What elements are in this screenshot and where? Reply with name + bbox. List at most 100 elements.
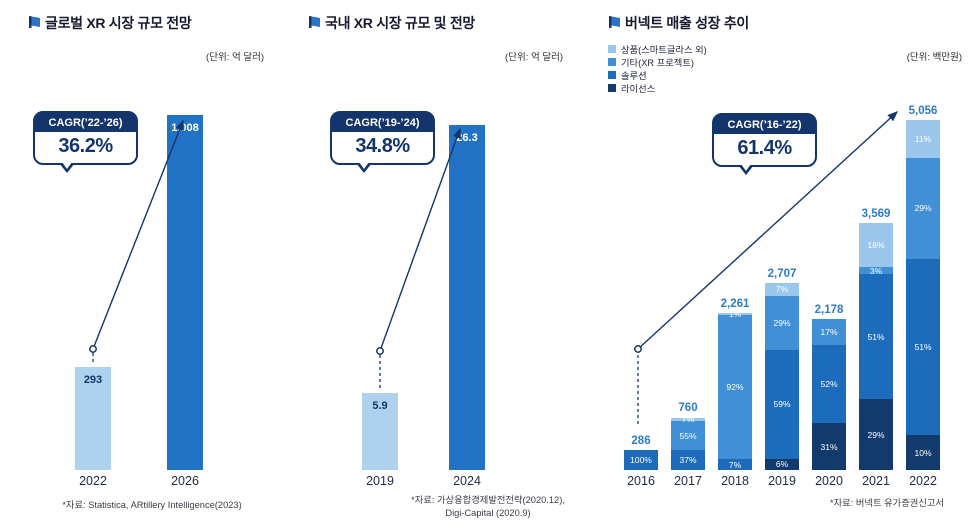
segment-product: 1%	[718, 309, 752, 319]
percent-label: 92%	[726, 381, 744, 392]
unit-label: (단위: 백만원)	[906, 52, 962, 63]
total-label: 2,707	[767, 268, 797, 280]
year-label: 2022	[79, 474, 107, 488]
percent-label: 17%	[820, 326, 838, 337]
year-label: 2021	[862, 474, 890, 488]
source-note: *자료: 버넥트 유가증권신고서	[829, 498, 944, 508]
percent-label: 51%	[867, 331, 885, 342]
segment-license: 31%	[812, 423, 846, 470]
x-axis-labels: 2016 2017 2018 2019 2020 2021 2022	[624, 474, 940, 488]
legend-item-product: 상품(스마트글라스 외)	[608, 42, 707, 55]
chart-title: 국내 XR 시장 규모 및 전망	[325, 15, 476, 31]
source-note: *자료: Statistica, ARtillery Intelligence(…	[62, 500, 242, 510]
year-label: 2024	[453, 474, 481, 488]
segment-product: 11%	[906, 119, 940, 159]
total-label: 760	[678, 402, 698, 414]
stacked-bar-plot: 286 100% 760 37% 55% 7% 2,261 7% 92% 1% 2,707 6% 59%…	[624, 100, 940, 470]
segment-solution: 52%	[812, 344, 846, 424]
x-axis-labels: 2019 2024	[362, 474, 485, 488]
year-label: 2026	[171, 474, 199, 488]
bar-plot: 5.9 26.3	[362, 113, 485, 470]
legend-swatch-solution	[608, 70, 616, 79]
percent-label: 7%	[775, 284, 789, 295]
unit-label: (단위: 억 달러)	[206, 52, 264, 63]
chart-title: 글로벌 XR 시장 규모 전망	[45, 15, 192, 31]
bar-2026: 1,008	[167, 115, 203, 470]
percent-label: 10%	[914, 447, 932, 458]
bar-2024: 26.3	[449, 125, 485, 470]
segment-etc: 29%	[765, 295, 799, 350]
stacked-bar-2016: 286 100%	[624, 435, 658, 470]
percent-label: 6%	[775, 459, 789, 470]
legend-item-etc: 기타(XR 프로젝트)	[608, 55, 707, 68]
bar-value-label: 1,008	[171, 122, 199, 134]
cagr-period-label: CAGR(’19-’24)	[332, 113, 433, 132]
bar-value-label: 5.9	[372, 400, 388, 412]
percent-label: 18%	[867, 240, 885, 250]
legend: 상품(스마트글라스 외) 기타(XR 프로젝트) 솔루션 라이선스	[608, 42, 707, 94]
percent-label: 55%	[679, 430, 697, 441]
bar-plot: 293 1,008	[75, 113, 203, 470]
percent-label: 59%	[773, 399, 791, 410]
percent-label: 29%	[867, 429, 885, 440]
year-label: 2019	[768, 474, 796, 488]
legend-item-solution: 솔루션	[608, 68, 707, 81]
bar-2019: 5.9	[362, 393, 398, 470]
segment-etc: 92%	[718, 314, 752, 460]
segment-etc: 55%	[671, 421, 705, 451]
legend-swatch-product	[608, 44, 616, 53]
percent-label: 37%	[679, 455, 697, 466]
year-label: 2018	[721, 474, 749, 488]
segment-license: 6%	[765, 458, 799, 470]
total-label: 5,056	[908, 105, 938, 117]
legend-item-license: 라이선스	[608, 81, 707, 94]
bar-value-label: 26.3	[456, 132, 478, 144]
flag-icon	[309, 16, 320, 28]
year-label: 2016	[627, 474, 655, 488]
segment-product: 18%	[859, 223, 893, 268]
percent-label: 29%	[914, 203, 932, 214]
stacked-bar-2019: 2,707 6% 59% 29% 7%	[765, 268, 799, 470]
chart-title: 버넥트 매출 성장 추이	[625, 15, 749, 31]
segment-etc: 29%	[906, 158, 940, 259]
percent-label: 1%	[728, 308, 742, 319]
x-axis-labels: 2022 2026	[75, 474, 203, 488]
flag-icon	[29, 16, 40, 28]
segment-solution: 37%	[671, 450, 705, 470]
total-label: 2,178	[814, 304, 844, 316]
segment-license: 29%	[859, 399, 893, 470]
percent-label: 31%	[820, 441, 838, 452]
stacked-bar-2017: 760 37% 55% 7%	[671, 402, 705, 470]
segment-product: 7%	[671, 414, 705, 424]
segment-solution: 100%	[624, 450, 658, 470]
percent-label: 100%	[630, 455, 652, 465]
segment-product: 7%	[765, 283, 799, 296]
total-label: 286	[631, 435, 651, 447]
bar-2022: 293	[75, 367, 111, 470]
percent-label: 3%	[869, 265, 883, 276]
legend-swatch-license	[608, 83, 616, 92]
chart-panel-virnect-revenue: 버넥트 매출 성장 추이 (단위: 백만원) 상품(스마트글라스 외) 기타(X…	[585, 0, 972, 522]
stacked-bar-2020: 2,178 31% 52% 17%	[812, 304, 846, 470]
chart-panel-domestic-xr: 국내 XR 시장 규모 및 전망 (단위: 억 달러) CAGR(’19-’24…	[295, 0, 581, 522]
segment-license: 10%	[906, 435, 940, 470]
legend-swatch-etc	[608, 57, 616, 66]
segment-solution: 51%	[859, 274, 893, 400]
bar-value-label: 293	[83, 374, 103, 386]
year-label: 2019	[366, 474, 394, 488]
percent-label: 51%	[914, 341, 932, 352]
percent-label: 52%	[820, 378, 838, 389]
flag-icon	[609, 16, 620, 28]
stacked-bar-2018: 2,261 7% 92% 1%	[718, 298, 752, 470]
percent-label: 11%	[914, 134, 932, 145]
segment-etc: 17%	[812, 319, 846, 345]
segment-solution: 59%	[765, 349, 799, 459]
chart-panel-global-xr: 글로벌 XR 시장 규모 전망 (단위: 억 달러) CAGR(’22-’26)…	[0, 0, 292, 522]
year-label: 2020	[815, 474, 843, 488]
year-label: 2022	[909, 474, 937, 488]
percent-label: 7%	[728, 459, 742, 470]
unit-label: (단위: 억 달러)	[505, 52, 563, 63]
percent-label: 7%	[681, 414, 695, 425]
segment-solution: 51%	[906, 258, 940, 436]
